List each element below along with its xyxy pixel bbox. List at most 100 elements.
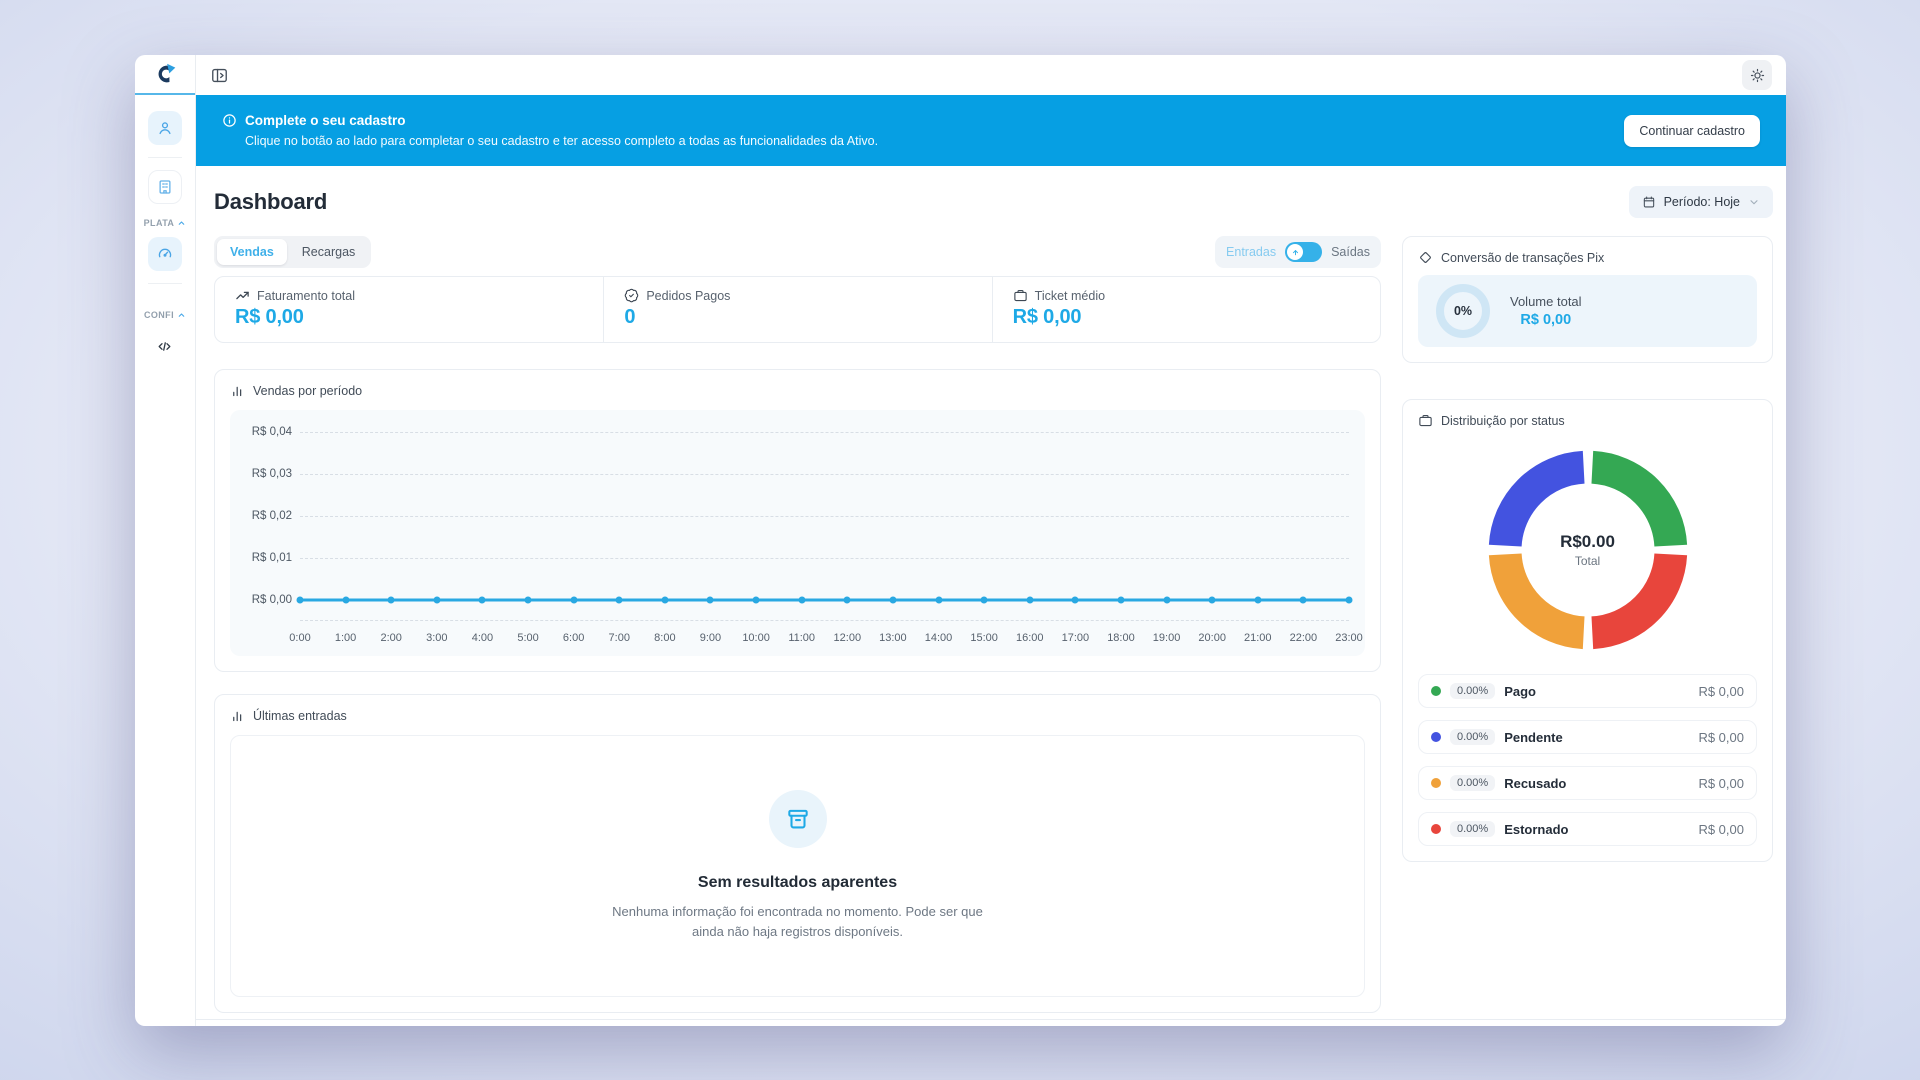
stat-ticket-medio: Ticket médio R$ 0,00 — [991, 277, 1380, 342]
panel-collapse-icon — [212, 68, 227, 82]
status-name: Recusado — [1504, 775, 1567, 791]
data-point — [342, 596, 350, 604]
pix-diamond-icon — [1420, 252, 1431, 263]
donut-center: R$0.00 Total — [1482, 444, 1694, 656]
x-axis-tick: 15:00 — [970, 632, 998, 644]
sun-icon — [1750, 68, 1764, 82]
y-axis-tick: R$ 0,02 — [251, 510, 292, 522]
x-axis-tick: 5:00 — [517, 632, 539, 644]
period-dropdown[interactable]: Período: Hoje — [1628, 186, 1773, 218]
donut-svg — [1488, 450, 1687, 650]
status-percent-badge: 0.00% — [1450, 821, 1496, 837]
status-color-dot — [1431, 732, 1441, 742]
x-axis-tick: 21:00 — [1244, 632, 1272, 644]
info-circle-icon — [223, 114, 236, 127]
bar-chart-icon — [233, 711, 242, 722]
period-value: Período: Hoje — [1663, 195, 1740, 209]
arrow-up-icon — [1292, 249, 1298, 255]
entradas-saidas-toggle[interactable]: Entradas Saídas — [1215, 236, 1381, 268]
toggle-label-entradas: Entradas — [1226, 245, 1277, 259]
sidebar-item-api[interactable] — [148, 329, 182, 363]
banner-subtitle: Clique no botão ao lado para completar o… — [245, 134, 879, 148]
flow-switch[interactable] — [1285, 242, 1323, 262]
sidebar-nav: PLATA CONFI — [144, 95, 187, 363]
x-axis-tick: 9:00 — [699, 632, 722, 644]
gridline — [300, 516, 1349, 517]
gridline — [300, 474, 1349, 475]
x-axis-tick: 3:00 — [426, 632, 448, 644]
status-color-dot — [1431, 778, 1441, 788]
ativo-logo[interactable] — [135, 55, 195, 95]
data-point — [615, 596, 623, 604]
data-point — [1117, 596, 1125, 604]
sidebar-item-company[interactable] — [147, 170, 182, 204]
data-point — [798, 596, 806, 604]
donut-total-value: R$0.00 — [1560, 532, 1615, 551]
tab-vendas[interactable]: Vendas — [217, 239, 287, 265]
empty-state-title: Sem resultados aparentes — [697, 873, 898, 891]
data-point — [752, 596, 760, 604]
footer-divider — [196, 1019, 1786, 1026]
right-column: Conversão de transações Pix 0% Volume to… — [1402, 236, 1773, 862]
banner-text: Complete o seu cadastro Clique no botão … — [222, 113, 1604, 148]
continue-registration-button[interactable]: Continuar cadastro — [1624, 114, 1760, 147]
data-point — [1163, 596, 1171, 604]
stats-summary-card: Faturamento total R$ 0,00 Pedidos Pagos 0 Ti… — [214, 276, 1381, 343]
data-point — [524, 596, 532, 604]
onboarding-banner: Complete o seu cadastro Clique no botão … — [196, 95, 1786, 166]
chart-x-axis: 0:00 1:00 2:00 3:00 4:00 5:00 6:00 7:00 8:00 9:00… — [289, 626, 1362, 650]
data-line — [300, 598, 1349, 602]
tab-recargas[interactable]: Recargas — [289, 239, 369, 265]
x-axis-tick: 4:00 — [471, 632, 494, 644]
data-point — [980, 596, 988, 604]
data-point — [1208, 596, 1216, 604]
latest-entries-card: Últimas entradas Sem resultados aparente… — [214, 694, 1381, 1013]
sidebar-item-dashboard[interactable] — [147, 237, 182, 271]
chart-title: Vendas por período — [253, 383, 363, 398]
pix-conversion-ring: 0% — [1436, 284, 1490, 338]
status-name: Estornado — [1504, 821, 1569, 837]
badge-check-icon — [624, 288, 639, 303]
x-axis-tick: 10:00 — [742, 632, 770, 644]
pix-summary: 0% Volume total R$ 0,00 — [1418, 275, 1757, 347]
pix-volume-label: Volume total — [1510, 294, 1582, 309]
y-axis-tick: R$ 0,03 — [251, 468, 292, 480]
status-percent-badge: 0.00% — [1450, 729, 1496, 745]
sidebar: PLATA CONFI — [135, 55, 196, 1026]
chevron-up-icon — [178, 312, 185, 317]
stat-pedidos-pagos: Pedidos Pagos 0 — [603, 277, 991, 342]
sidebar-section-configuracoes[interactable]: CONFI — [144, 310, 186, 320]
gauge-icon — [158, 248, 172, 258]
status-legend-row-pago: 0.00% Pago R$ 0,00 — [1418, 674, 1757, 708]
dashboard-grid: Vendas Recargas Entradas Saíd — [214, 236, 1773, 1013]
stat-value: R$ 0,00 — [235, 306, 304, 328]
x-axis-tick: 8:00 — [654, 632, 676, 644]
status-value: R$ 0,00 — [1698, 683, 1744, 699]
empty-state-description: Nenhuma informação foi encontrada no mom… — [612, 903, 983, 939]
pix-volume-value: R$ 0,00 — [1520, 312, 1572, 328]
status-percent-badge: 0.00% — [1450, 683, 1496, 699]
x-axis-tick: 7:00 — [608, 632, 630, 644]
controls-row: Vendas Recargas Entradas Saíd — [214, 236, 1381, 268]
wallet-icon — [1419, 414, 1432, 427]
stat-label: Pedidos Pagos — [646, 288, 731, 303]
data-point — [706, 596, 714, 604]
x-axis-tick: 16:00 — [1015, 632, 1044, 644]
pix-percent: 0% — [1453, 304, 1473, 318]
sidebar-item-account[interactable] — [147, 111, 182, 145]
stat-value: 0 — [624, 306, 636, 328]
x-axis-tick: 6:00 — [562, 632, 585, 644]
status-value: R$ 0,00 — [1698, 821, 1744, 837]
sidebar-collapse-button[interactable] — [210, 66, 229, 85]
stat-value: R$ 0,00 — [1012, 306, 1082, 328]
stat-label: Faturamento total — [257, 288, 355, 303]
sidebar-section-plataforma[interactable]: PLATA — [144, 218, 187, 228]
pix-volume: Volume total R$ 0,00 — [1510, 294, 1582, 328]
data-point — [433, 596, 441, 604]
x-axis-tick: 11:00 — [788, 632, 816, 644]
data-point — [1026, 596, 1034, 604]
topbar — [196, 55, 1786, 95]
theme-toggle-button[interactable] — [1742, 60, 1772, 90]
logo-icon — [158, 63, 176, 83]
